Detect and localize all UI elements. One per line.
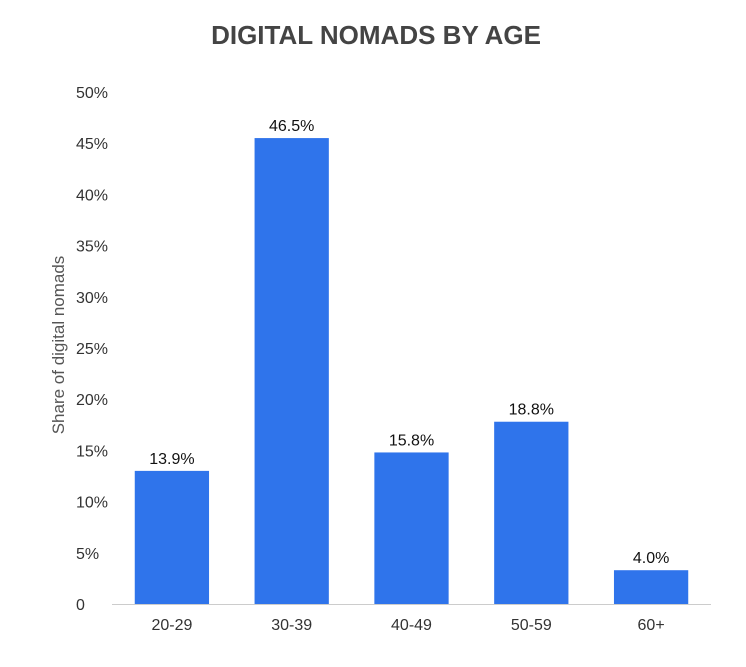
bar-data-label: 13.9% (149, 451, 194, 468)
y-tick-label: 45% (76, 136, 108, 153)
y-tick-label: 35% (76, 239, 108, 256)
x-axis-ticks: 20-29 30-39 40-49 50-59 60+ (151, 617, 664, 634)
bar (613, 570, 689, 604)
bar-data-label: 46.5% (269, 118, 314, 135)
bar (134, 470, 210, 604)
y-tick-label: 25% (76, 341, 108, 358)
bar-series (134, 138, 689, 604)
y-tick-label: 40% (76, 187, 108, 204)
x-tick-label: 30-39 (271, 617, 312, 634)
bar (494, 421, 569, 604)
y-axis-title: Share of digital nomads (49, 256, 68, 435)
x-tick-label: 50-59 (511, 617, 552, 634)
y-tick-label: 10% (76, 495, 108, 512)
y-axis-ticks: 0 5% 10% 15% 20% 25% 30% 35% 40% 45% 50% (76, 85, 108, 614)
x-tick-label: 60+ (638, 617, 665, 634)
bar (254, 138, 329, 604)
chart-title: DIGITAL NOMADS BY AGE (211, 20, 541, 50)
y-tick-label: 30% (76, 290, 108, 307)
bar-data-label: 4.0% (633, 550, 669, 567)
y-tick-label: 15% (76, 443, 108, 460)
y-tick-label: 0 (76, 597, 85, 614)
y-tick-label: 5% (76, 546, 99, 563)
x-tick-label: 40-49 (391, 617, 432, 634)
data-labels: 13.9% 46.5% 15.8% 18.8% 4.0% (149, 118, 669, 567)
y-tick-label: 50% (76, 85, 108, 102)
bar-data-label: 15.8% (389, 432, 434, 449)
bar-data-label: 18.8% (509, 402, 554, 419)
x-tick-label: 20-29 (151, 617, 192, 634)
bar (374, 452, 449, 604)
y-tick-label: 20% (76, 392, 108, 409)
